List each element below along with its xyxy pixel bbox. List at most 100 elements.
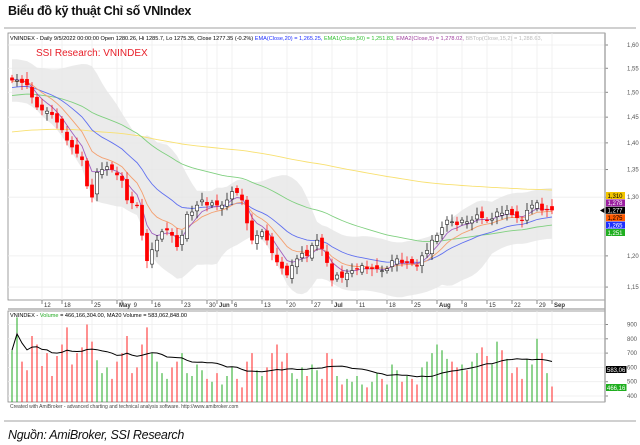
candle-body — [495, 211, 499, 217]
candle-body — [480, 211, 484, 219]
candle-body — [425, 250, 429, 254]
volume-y-tick-label: 900 — [627, 323, 638, 329]
x-tick-label: 20 — [289, 303, 296, 309]
candle-body — [520, 219, 524, 222]
y-tick-label: 1,60 — [627, 43, 639, 49]
candle-body — [490, 218, 494, 221]
volume-header: VNINDEX - Volume = 466,166,304.00, MA20 … — [10, 313, 187, 319]
candle-body — [360, 265, 364, 273]
candle-body — [515, 211, 519, 219]
candle-body — [405, 261, 409, 263]
volume-ma20-line — [11, 332, 553, 378]
candle-body — [335, 274, 339, 280]
candle-body — [415, 265, 419, 267]
candle-body — [215, 200, 219, 206]
volume-y-tick-label: 500 — [627, 380, 638, 386]
candle-body — [95, 172, 99, 195]
candle-body — [345, 272, 349, 281]
volume-last-value-badge — [606, 384, 627, 391]
candle-body — [270, 236, 274, 254]
x-tick-label: May — [119, 303, 131, 309]
ma200-line — [11, 128, 553, 191]
candle-body — [455, 221, 459, 226]
candle-body — [375, 265, 379, 270]
candle-body — [380, 270, 384, 272]
y-tick-label: 1,40 — [627, 141, 639, 147]
x-tick-label: 23 — [184, 303, 191, 309]
candle-body — [285, 265, 289, 276]
candle-body — [35, 96, 39, 108]
candle-body — [440, 227, 444, 235]
volume-y-tick-label: 700 — [627, 351, 638, 357]
chart-header: VNINDEX - Daily 9/5/2022 00:00:00 Open 1… — [10, 36, 543, 42]
candle-body — [545, 208, 549, 211]
candle-body — [195, 204, 199, 212]
candle-body — [225, 199, 229, 207]
header-segment: EMA(Close,20) = 1,265.25, — [255, 36, 323, 42]
candle-body — [400, 259, 404, 263]
candle-body — [30, 86, 34, 98]
x-tick-label: 18 — [64, 303, 71, 309]
candle-body — [365, 266, 369, 270]
x-tick-label: 9 — [134, 303, 138, 309]
candle-body — [235, 188, 239, 193]
candle-body — [15, 79, 19, 82]
candle-body — [390, 260, 394, 267]
header-segment: BBTop(Close,15,2) = 1,288.63, — [465, 36, 542, 42]
y-tick-label: 1,45 — [627, 115, 639, 121]
candle-body — [445, 219, 449, 225]
last-value-label: 1,310 — [608, 194, 624, 200]
last-value-badge — [606, 192, 625, 199]
header-segment: EMA1(Close,50) = 1,251.83, — [324, 36, 395, 42]
candle-body — [180, 235, 184, 245]
candle-body — [395, 258, 399, 265]
candle-body — [40, 104, 44, 111]
candle-body — [150, 249, 154, 265]
credit-text: Created with AmiBroker - advanced charti… — [10, 404, 239, 410]
candle-body — [370, 267, 374, 270]
last-value-label: 1,251 — [608, 231, 624, 237]
candle-body — [450, 221, 454, 223]
x-tick-label: 12 — [44, 303, 51, 309]
candle-body — [175, 235, 179, 248]
y-tick-label: 1,35 — [627, 168, 639, 174]
candle-body — [170, 232, 174, 236]
candle-body — [550, 206, 554, 211]
candle-body — [525, 210, 529, 221]
candle-body — [460, 219, 464, 223]
candle-body — [385, 268, 389, 271]
candle-body — [280, 261, 284, 269]
candle-body — [470, 219, 474, 224]
candle-body — [320, 237, 324, 249]
y-tick-label: 1,55 — [627, 66, 639, 72]
header-segment: EMA2(Close,5) = 1,278.02, — [396, 36, 464, 42]
candle-body — [290, 265, 294, 279]
x-tick-label: 22 — [514, 303, 521, 309]
candle-body — [340, 271, 344, 278]
candle-body — [210, 202, 214, 206]
ema50-line — [11, 93, 553, 243]
x-tick-label: 25 — [94, 303, 101, 309]
x-tick-label: 30 — [209, 303, 216, 309]
last-value-badge — [606, 229, 625, 236]
candle-body — [70, 140, 74, 148]
candle-body — [255, 235, 259, 244]
y-tick-label: 1,15 — [627, 285, 639, 291]
candle-body — [315, 239, 319, 246]
last-value-badge — [606, 199, 625, 207]
candle-body — [205, 201, 209, 206]
x-tick-label: 11 — [359, 303, 366, 309]
candle-body — [535, 202, 539, 209]
candle-body — [230, 191, 234, 200]
x-tick-label: 16 — [154, 303, 161, 309]
candle-body — [240, 194, 244, 201]
volume-last-value-badge — [606, 366, 627, 373]
last-value-label: 1,278 — [608, 201, 624, 207]
candle-body — [420, 255, 424, 266]
candle-body — [20, 78, 24, 83]
candle-body — [530, 204, 534, 209]
candle-body — [125, 179, 129, 201]
candle-body — [155, 239, 159, 252]
x-tick-label: Sep — [554, 303, 565, 309]
candle-body — [135, 204, 139, 207]
